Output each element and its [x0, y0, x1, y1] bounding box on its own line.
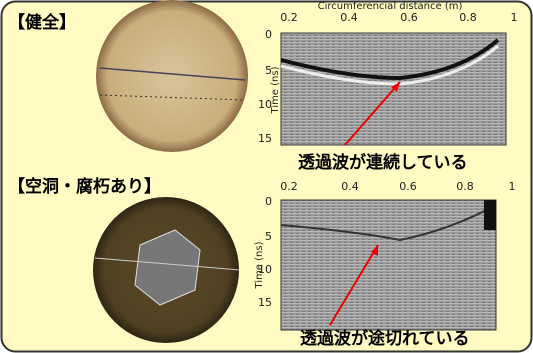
y-tick-label: 0 [265, 28, 272, 41]
x-tick-label: 0.2 [280, 11, 298, 24]
x-tick-label: 0.8 [459, 11, 477, 24]
x-tick-label: 1 [509, 180, 516, 193]
y-tick-label: 15 [258, 296, 272, 309]
slide: 【健全】透過波が連続しているCircumferencial distance (… [0, 0, 533, 353]
y-axis-title: Time (ns) [254, 241, 265, 289]
x-tick-label: 0.4 [340, 11, 358, 24]
x-tick-label: 0.4 [341, 180, 359, 193]
caption: 透過波が途切れている [300, 328, 470, 349]
y-axis-title: Time (ns) [270, 66, 281, 114]
x-tick-label: 0.6 [400, 11, 418, 24]
x-tick-label: 1 [511, 11, 518, 24]
photo-healthy [96, 0, 248, 152]
y-tick-label: 15 [258, 132, 272, 145]
x-tick-label: 0.6 [399, 180, 417, 193]
x-tick-label: 0.8 [456, 180, 474, 193]
y-tick-label: 5 [265, 230, 272, 243]
wave-band [484, 200, 496, 230]
y-tick-label: 0 [265, 195, 272, 208]
panel-label: 【空洞・腐朽あり】 [8, 176, 161, 197]
panel-label: 【健全】 [8, 12, 76, 33]
x-tick-label: 0.2 [280, 180, 298, 193]
caption: 透過波が連続している [298, 152, 468, 173]
